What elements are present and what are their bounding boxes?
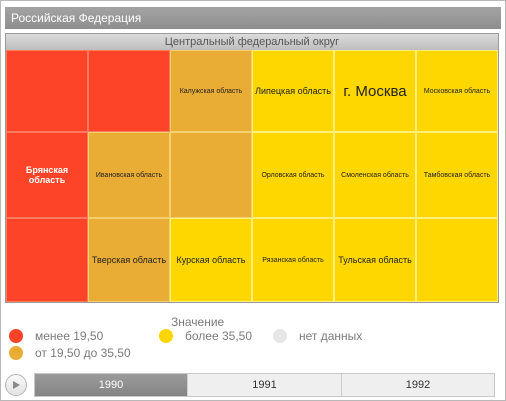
treemap-cell[interactable]: [416, 218, 498, 302]
cell-label: Смоленская область: [341, 171, 409, 179]
treemap-cell[interactable]: Орловская область: [252, 132, 334, 218]
cell-label: Рязанская область: [262, 256, 324, 264]
treemap-cell[interactable]: Брянская область: [6, 132, 88, 218]
cell-label: Тульская область: [338, 255, 412, 265]
treemap-cell[interactable]: [6, 50, 88, 132]
legend-dot-icon: [9, 346, 23, 360]
legend-label: менее 19,50: [35, 329, 104, 343]
legend-item-low: менее 19,50: [9, 329, 103, 343]
cell-label: Московская область: [423, 87, 491, 95]
legend-item-mid: от 19,50 до 35,50: [9, 346, 131, 360]
year-slider[interactable]: 1990 1991 1992: [34, 373, 495, 397]
cell-label: Тверская область: [91, 255, 167, 265]
legend-item-high: более 35,50: [159, 329, 252, 343]
region-header[interactable]: Центральный федеральный округ: [6, 34, 498, 50]
treemap-cell[interactable]: Тверская область: [88, 218, 170, 302]
year-1990[interactable]: 1990: [35, 374, 187, 396]
cell-label: Ивановская область: [95, 171, 163, 179]
cell-label: Калужская область: [179, 87, 243, 95]
treemap-cell[interactable]: Смоленская область: [334, 132, 416, 218]
treemap-cell[interactable]: [6, 218, 88, 302]
legend-title: Значение: [171, 315, 225, 329]
cell-label: Брянская область: [25, 165, 69, 185]
legend-dot-icon: [159, 329, 173, 343]
timeline: 1990 1991 1992: [5, 373, 503, 397]
legend-dot-icon: [273, 329, 287, 343]
cell-label: Тамбовская область: [423, 171, 491, 179]
play-icon: [13, 381, 20, 389]
treemap-cell[interactable]: Рязанская область: [252, 218, 334, 302]
treemap-cell[interactable]: Тульская область: [334, 218, 416, 302]
treemap-cell[interactable]: Калужская область: [170, 50, 252, 132]
treemap-cell[interactable]: г. Москва: [334, 50, 416, 132]
panel-title: Российская Федерация: [5, 7, 501, 29]
legend: Значение менее 19,50 от 19,50 до 35,50 б…: [1, 311, 506, 363]
year-1991[interactable]: 1991: [187, 374, 341, 396]
treemap-cell[interactable]: [88, 50, 170, 132]
cell-label: Липецкая область: [255, 86, 331, 96]
treemap-cell[interactable]: Курская область: [170, 218, 252, 302]
cell-label: г. Москва: [343, 82, 407, 100]
treemap-cell[interactable]: [170, 132, 252, 218]
treemap-cell[interactable]: Ивановская область: [88, 132, 170, 218]
cell-label: Орловская область: [261, 171, 325, 179]
year-1992[interactable]: 1992: [341, 374, 494, 396]
legend-dot-icon: [9, 329, 23, 343]
legend-item-nodata: нет данных: [273, 329, 362, 343]
play-button[interactable]: [5, 374, 27, 396]
legend-label: нет данных: [299, 329, 363, 343]
cell-label: Курская область: [176, 255, 246, 265]
treemap-cell[interactable]: Московская область: [416, 50, 498, 132]
treemap-cell[interactable]: Липецкая область: [252, 50, 334, 132]
legend-label: от 19,50 до 35,50: [35, 346, 131, 360]
legend-label: более 35,50: [185, 329, 252, 343]
treemap-cells: Калужская область Липецкая область г. Мо…: [6, 50, 498, 302]
treemap-cell[interactable]: Тамбовская область: [416, 132, 498, 218]
treemap: Центральный федеральный округ Калужская …: [5, 33, 499, 303]
